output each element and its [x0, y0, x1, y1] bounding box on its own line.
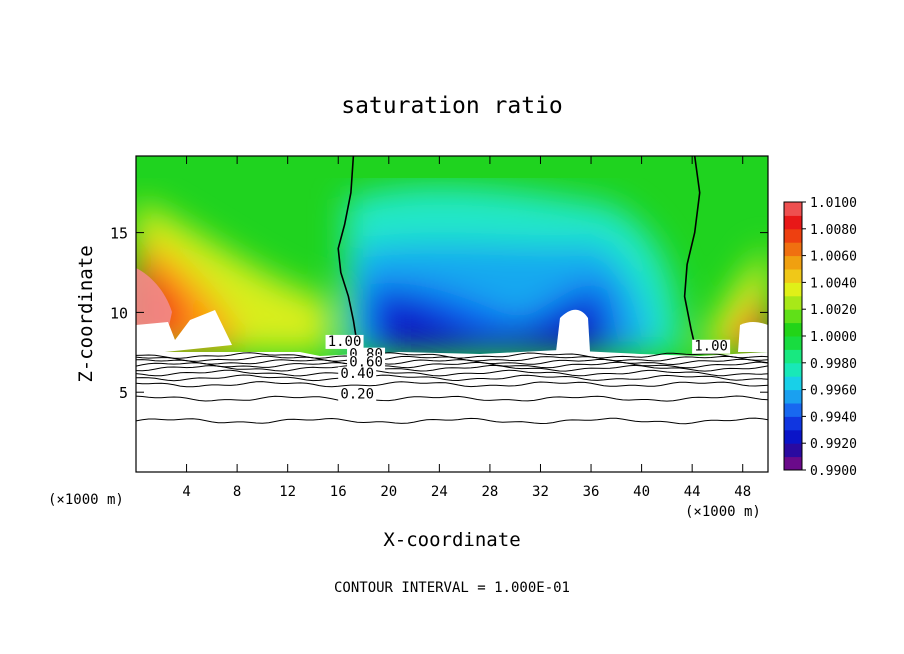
saturation-contours — [337, 156, 701, 351]
plot-frame — [135, 155, 769, 473]
x-axis-label: X-coordinate — [383, 529, 520, 551]
sat-contour-left — [337, 156, 358, 345]
colorbar-bin-1 — [784, 443, 802, 458]
colorbar-bin-19 — [784, 202, 802, 216]
y-tick-label-2: 15 — [110, 225, 128, 243]
contour-line-4 — [136, 369, 768, 377]
colorbar-label-4: 1.0020 — [810, 303, 857, 318]
colorbar-label-3: 1.0040 — [810, 276, 857, 291]
colorbar-bin-12 — [784, 295, 802, 310]
colorbar-bin-18 — [784, 215, 802, 230]
colorbar-label-2: 1.0060 — [810, 250, 857, 265]
x-tick-label-4: 20 — [380, 484, 397, 500]
colorbar-bin-9 — [784, 336, 802, 350]
colorbar-bin-6 — [784, 376, 802, 391]
contour-label-3: 0.40 — [340, 366, 374, 382]
x-tick-label-5: 24 — [431, 484, 448, 500]
contour-label-bg-4 — [338, 387, 377, 402]
x-tick-label-7: 32 — [532, 484, 549, 500]
contour-label-0: 1.00 — [328, 334, 362, 350]
contour-lines — [136, 352, 768, 425]
colorbar-label-0: 1.0100 — [810, 196, 857, 211]
colorbar-bin-14 — [784, 269, 802, 283]
colorbar-bin-4 — [784, 403, 802, 417]
x-tick-label-2: 12 — [279, 484, 296, 500]
ground-region — [136, 350, 768, 472]
contour-label-bg-2 — [347, 355, 386, 370]
x-tick-label-6: 28 — [481, 484, 498, 500]
x-tick-label-3: 16 — [330, 484, 347, 500]
contour-line-0 — [136, 417, 768, 425]
contour-labels: 1.000.800.600.400.201.00 — [325, 334, 731, 403]
colorbar-bin-11 — [784, 309, 802, 324]
colorbar-bin-13 — [784, 282, 802, 297]
y-tick-label-1: 10 — [110, 304, 128, 322]
contour-label-bg-5 — [692, 339, 731, 354]
contour-label-4: 0.20 — [340, 387, 374, 403]
colorbar-bin-16 — [784, 242, 802, 257]
colorbar-bin-0 — [784, 456, 802, 471]
colorbar-label-1: 1.0080 — [810, 223, 857, 238]
contour-line-9 — [136, 352, 768, 359]
contour-line-1 — [136, 395, 768, 402]
contour-label-bg-0 — [325, 334, 364, 349]
colorbar-label-7: 0.9960 — [810, 384, 857, 399]
field-gap-left — [136, 310, 232, 355]
contour-interval-footer: CONTOUR INTERVAL = 1.000E-01 — [334, 580, 570, 596]
x-tick-label-0: 4 — [182, 484, 190, 500]
colorbar-label-9: 0.9920 — [810, 437, 857, 452]
y-tick-label-0: 5 — [119, 384, 128, 402]
x-unit-left: (×1000 m) — [48, 492, 124, 508]
colorbar-label-6: 0.9980 — [810, 357, 857, 372]
y-axis-label: Z-coordinate — [75, 245, 97, 382]
field-gap-right — [738, 321, 768, 352]
colorbar-bin-2 — [784, 429, 802, 444]
colorbar: 1.0100 1.0080 1.0060 1.0040 1.0020 1.0000 0.99… — [783, 196, 857, 479]
contour-line-5 — [136, 364, 768, 372]
x-tick-label-1: 8 — [233, 484, 241, 500]
contour-line-2 — [136, 381, 768, 388]
colorbar-label-8: 0.9940 — [810, 410, 857, 425]
contour-label-2: 0.60 — [349, 355, 383, 371]
colorbar-label-10: 0.9900 — [810, 464, 857, 479]
saturation-field — [136, 156, 768, 472]
colorbar-bin-3 — [784, 416, 802, 431]
colorbar-bin-8 — [784, 349, 802, 364]
colorbar-bin-17 — [784, 228, 802, 243]
colorbar-bin-5 — [784, 389, 802, 404]
x-tick-label-8: 36 — [583, 484, 600, 500]
contour-line-3 — [136, 374, 768, 382]
x-tick-label-11: 48 — [734, 484, 751, 500]
contour-line-7 — [136, 358, 768, 366]
colorbar-bin-7 — [784, 362, 802, 377]
x-tick-label-10: 44 — [684, 484, 701, 500]
colorbar-label-5: 1.0000 — [810, 330, 857, 345]
colorbar-bin-15 — [784, 255, 802, 270]
field-region-pink — [136, 268, 172, 340]
field-gap-center — [556, 309, 590, 352]
x-unit-right: (×1000 m) — [685, 504, 761, 520]
contour-label-bg-3 — [338, 366, 377, 381]
sat-contour-right — [683, 156, 701, 351]
contour-label-5: 1.00 — [694, 339, 728, 355]
contour-line-6 — [136, 361, 768, 369]
chart-title: saturation ratio — [341, 93, 563, 119]
x-tick-label-9: 40 — [633, 484, 650, 500]
colorbar-bin-10 — [784, 322, 802, 337]
field-region-darkblue — [380, 295, 605, 352]
